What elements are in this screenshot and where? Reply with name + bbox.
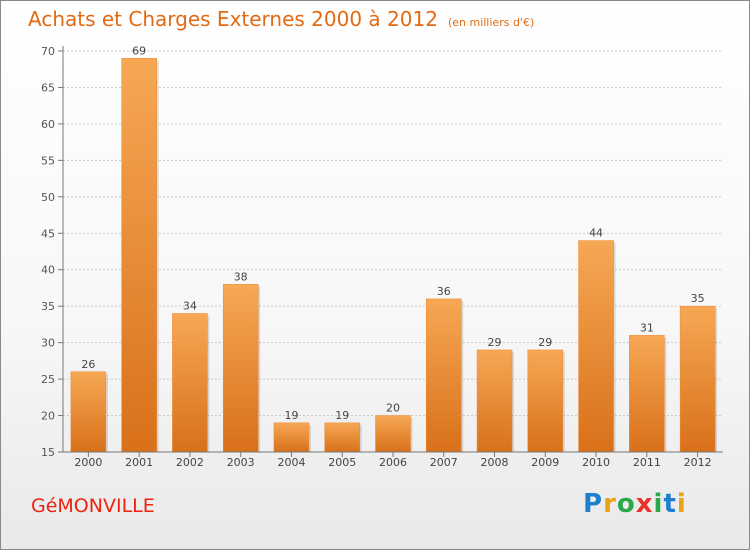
x-tick-label: 2000 bbox=[74, 456, 102, 469]
chart-title: Achats et Charges Externes 2000 à 2012 (e… bbox=[28, 7, 534, 31]
bar bbox=[273, 422, 310, 453]
x-tick-label: 2002 bbox=[176, 456, 204, 469]
logo-letter: x bbox=[635, 489, 654, 519]
bar bbox=[476, 349, 513, 453]
y-tick-label: 30 bbox=[41, 337, 55, 350]
commune-name: GéMONVILLE bbox=[31, 495, 155, 517]
y-tick-label: 35 bbox=[41, 300, 55, 313]
bar bbox=[578, 240, 614, 453]
chart-subtitle: (en milliers d'€) bbox=[447, 16, 535, 29]
bar-value-label: 34 bbox=[183, 299, 197, 312]
y-tick-label: 60 bbox=[41, 118, 55, 131]
bar-value-label: 38 bbox=[234, 270, 248, 283]
bar bbox=[121, 58, 157, 453]
y-tick-label: 25 bbox=[41, 373, 55, 386]
bar bbox=[172, 313, 208, 453]
bars: 26 69 34 38 19 19 20 36 29 29 44 31 35 bbox=[70, 44, 718, 453]
x-tick-label: 2006 bbox=[379, 456, 407, 469]
y-tick-label: 70 bbox=[41, 45, 55, 58]
x-tick-label: 2010 bbox=[582, 456, 610, 469]
y-tick-label: 45 bbox=[41, 227, 55, 240]
grid-lines bbox=[63, 50, 723, 417]
logo-letter: P bbox=[583, 489, 604, 519]
chart-title-main: Achats et Charges Externes 2000 à 2012 bbox=[28, 7, 438, 31]
logo-letter: t bbox=[663, 489, 677, 519]
axes: 15 20 25 30 35 40 45 50 55 60 65 70 2000 2001 2002 2003… bbox=[41, 45, 723, 469]
bar-value-label: 29 bbox=[538, 336, 552, 349]
x-tick-label: 2005 bbox=[328, 456, 356, 469]
bar bbox=[222, 284, 259, 453]
y-tick-label: 50 bbox=[41, 191, 55, 204]
bar bbox=[426, 298, 462, 453]
bar-value-label: 69 bbox=[132, 44, 146, 57]
bar bbox=[70, 371, 107, 453]
bar bbox=[679, 305, 716, 453]
y-tick-label: 65 bbox=[41, 81, 55, 94]
x-tick-label: 2009 bbox=[531, 456, 559, 469]
bar-value-label: 20 bbox=[386, 402, 400, 415]
bar-value-label: 36 bbox=[437, 285, 451, 298]
proxiti-logo: Proxiti bbox=[583, 489, 687, 519]
x-tick-label: 2007 bbox=[430, 456, 458, 469]
bar-value-label: 44 bbox=[589, 227, 603, 240]
x-tick-label: 2008 bbox=[481, 456, 509, 469]
bar bbox=[375, 415, 411, 453]
bar-value-label: 35 bbox=[691, 292, 705, 305]
logo-letter: r bbox=[603, 489, 617, 519]
logo-letter: i bbox=[653, 489, 664, 519]
bar-value-label: 29 bbox=[488, 336, 502, 349]
logo-letter: o bbox=[616, 489, 636, 519]
bar-value-label: 19 bbox=[335, 409, 349, 422]
bar-value-label: 31 bbox=[640, 321, 654, 334]
x-tick-label: 2001 bbox=[125, 456, 153, 469]
bar-value-label: 26 bbox=[81, 358, 95, 371]
y-tick-label: 40 bbox=[41, 264, 55, 277]
y-tick-label: 20 bbox=[41, 410, 55, 423]
y-tick-label: 15 bbox=[41, 446, 55, 459]
bar bbox=[324, 422, 360, 453]
x-tick-label: 2004 bbox=[277, 456, 305, 469]
y-tick-label: 55 bbox=[41, 154, 55, 167]
logo-letter: i bbox=[676, 489, 687, 519]
bar-value-label: 19 bbox=[284, 409, 298, 422]
x-tick-label: 2011 bbox=[633, 456, 661, 469]
bar bbox=[527, 349, 564, 453]
x-tick-label: 2003 bbox=[227, 456, 255, 469]
x-tick-label: 2012 bbox=[684, 456, 712, 469]
bar bbox=[629, 335, 665, 453]
